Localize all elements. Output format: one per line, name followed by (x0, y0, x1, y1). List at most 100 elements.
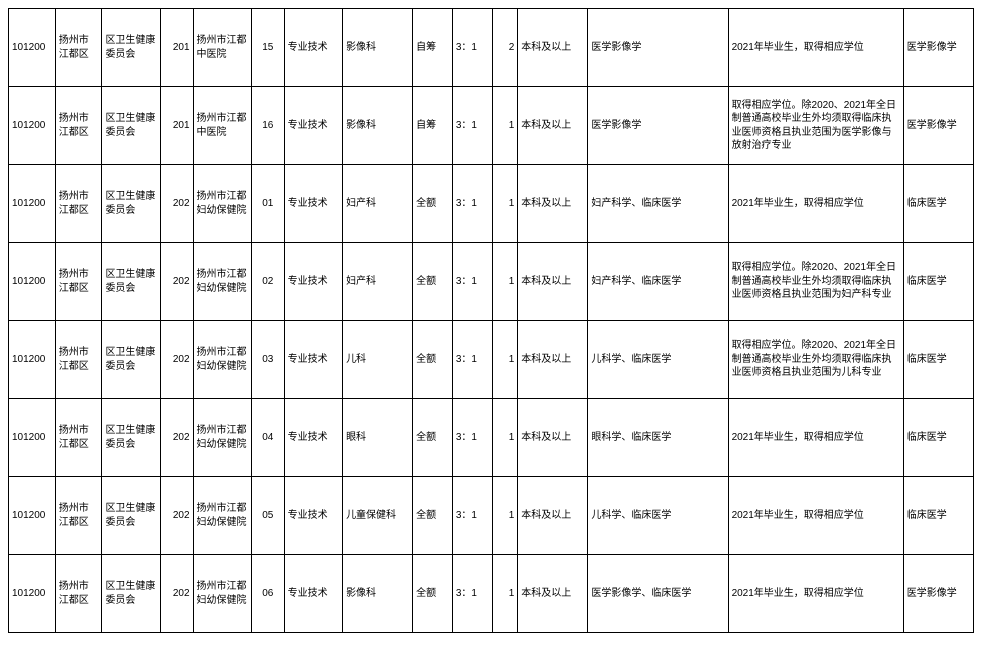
table-cell: 扬州市江都区 (55, 321, 102, 399)
table-cell: 1 (492, 87, 518, 165)
table-cell: 扬州市江都中医院 (193, 87, 251, 165)
table-cell: 04 (251, 399, 284, 477)
table-cell: 专业技术 (284, 243, 342, 321)
table-cell: 专业技术 (284, 555, 342, 633)
table-cell: 101200 (9, 87, 56, 165)
table-cell: 临床医学 (903, 477, 973, 555)
table-cell: 专业技术 (284, 399, 342, 477)
table-cell: 专业技术 (284, 321, 342, 399)
table-cell: 2021年毕业生，取得相应学位 (728, 555, 903, 633)
table-cell: 02 (251, 243, 284, 321)
table-row: 101200扬州市江都区区卫生健康委员会202扬州市江都妇幼保健院03专业技术儿… (9, 321, 974, 399)
table-cell: 101200 (9, 321, 56, 399)
table-cell: 扬州市江都妇幼保健院 (193, 555, 251, 633)
table-cell: 区卫生健康委员会 (102, 321, 160, 399)
table-cell: 16 (251, 87, 284, 165)
table-cell: 扬州市江都妇幼保健院 (193, 399, 251, 477)
table-cell: 临床医学 (903, 399, 973, 477)
table-row: 101200扬州市江都区区卫生健康委员会202扬州市江都妇幼保健院04专业技术眼… (9, 399, 974, 477)
table-cell: 扬州市江都妇幼保健院 (193, 321, 251, 399)
table-cell: 202 (160, 555, 193, 633)
table-cell: 101200 (9, 399, 56, 477)
table-cell: 自筹 (413, 87, 453, 165)
table-cell: 202 (160, 165, 193, 243)
table-cell: 1 (492, 321, 518, 399)
table-cell: 3：1 (452, 555, 492, 633)
table-cell: 全额 (413, 399, 453, 477)
table-cell: 2021年毕业生，取得相应学位 (728, 477, 903, 555)
table-cell: 临床医学 (903, 243, 973, 321)
table-cell: 医学影像学 (588, 87, 728, 165)
table-cell: 扬州市江都区 (55, 243, 102, 321)
table-cell: 影像科 (343, 87, 413, 165)
table-cell: 眼科 (343, 399, 413, 477)
table-cell: 区卫生健康委员会 (102, 87, 160, 165)
table-cell: 区卫生健康委员会 (102, 243, 160, 321)
table-cell: 妇产科 (343, 243, 413, 321)
table-cell: 妇产科学、临床医学 (588, 165, 728, 243)
table-cell: 临床医学 (903, 165, 973, 243)
table-cell: 区卫生健康委员会 (102, 477, 160, 555)
table-cell: 医学影像学 (903, 9, 973, 87)
table-cell: 医学影像学、临床医学 (588, 555, 728, 633)
table-cell: 1 (492, 555, 518, 633)
table-cell: 扬州市江都区 (55, 87, 102, 165)
table-cell: 全额 (413, 243, 453, 321)
table-cell: 全额 (413, 477, 453, 555)
table-cell: 本科及以上 (518, 399, 588, 477)
table-cell: 专业技术 (284, 165, 342, 243)
table-cell: 202 (160, 399, 193, 477)
table-cell: 2021年毕业生，取得相应学位 (728, 165, 903, 243)
table-cell: 临床医学 (903, 321, 973, 399)
table-cell: 3：1 (452, 477, 492, 555)
table-cell: 区卫生健康委员会 (102, 165, 160, 243)
table-cell: 影像科 (343, 9, 413, 87)
table-cell: 3：1 (452, 9, 492, 87)
table-cell: 扬州市江都区 (55, 9, 102, 87)
table-row: 101200扬州市江都区区卫生健康委员会202扬州市江都妇幼保健院05专业技术儿… (9, 477, 974, 555)
table-cell: 区卫生健康委员会 (102, 9, 160, 87)
table-cell: 取得相应学位。除2020、2021年全日制普通高校毕业生外均须取得临床执业医师资… (728, 321, 903, 399)
table-cell: 自筹 (413, 9, 453, 87)
table-cell: 201 (160, 87, 193, 165)
table-cell: 医学影像学 (903, 555, 973, 633)
table-cell: 专业技术 (284, 9, 342, 87)
table-cell: 202 (160, 243, 193, 321)
table-cell: 05 (251, 477, 284, 555)
table-cell: 1 (492, 399, 518, 477)
table-cell: 101200 (9, 165, 56, 243)
table-cell: 2021年毕业生，取得相应学位 (728, 399, 903, 477)
table-cell: 妇产科 (343, 165, 413, 243)
table-cell: 3：1 (452, 87, 492, 165)
table-cell: 本科及以上 (518, 555, 588, 633)
table-cell: 儿科学、临床医学 (588, 321, 728, 399)
table-cell: 本科及以上 (518, 87, 588, 165)
table-cell: 101200 (9, 555, 56, 633)
table-row: 101200扬州市江都区区卫生健康委员会201扬州市江都中医院15专业技术影像科… (9, 9, 974, 87)
table-cell: 2 (492, 9, 518, 87)
table-cell: 201 (160, 9, 193, 87)
table-cell: 本科及以上 (518, 477, 588, 555)
table-cell: 全额 (413, 165, 453, 243)
table-cell: 101200 (9, 9, 56, 87)
table-cell: 影像科 (343, 555, 413, 633)
table-cell: 扬州市江都区 (55, 399, 102, 477)
table-cell: 06 (251, 555, 284, 633)
table-cell: 01 (251, 165, 284, 243)
table-cell: 区卫生健康委员会 (102, 399, 160, 477)
table-row: 101200扬州市江都区区卫生健康委员会202扬州市江都妇幼保健院01专业技术妇… (9, 165, 974, 243)
table-row: 101200扬州市江都区区卫生健康委员会202扬州市江都妇幼保健院02专业技术妇… (9, 243, 974, 321)
table-cell: 3：1 (452, 165, 492, 243)
table-cell: 3：1 (452, 399, 492, 477)
table-cell: 扬州市江都区 (55, 477, 102, 555)
table-row: 101200扬州市江都区区卫生健康委员会201扬州市江都中医院16专业技术影像科… (9, 87, 974, 165)
table-cell: 扬州市江都中医院 (193, 9, 251, 87)
table-cell: 15 (251, 9, 284, 87)
table-cell: 扬州市江都妇幼保健院 (193, 243, 251, 321)
table-cell: 取得相应学位。除2020、2021年全日制普通高校毕业生外均须取得临床执业医师资… (728, 87, 903, 165)
table-cell: 扬州市江都区 (55, 555, 102, 633)
table-cell: 101200 (9, 477, 56, 555)
table-cell: 儿科 (343, 321, 413, 399)
table-cell: 扬州市江都妇幼保健院 (193, 165, 251, 243)
table-cell: 2021年毕业生，取得相应学位 (728, 9, 903, 87)
